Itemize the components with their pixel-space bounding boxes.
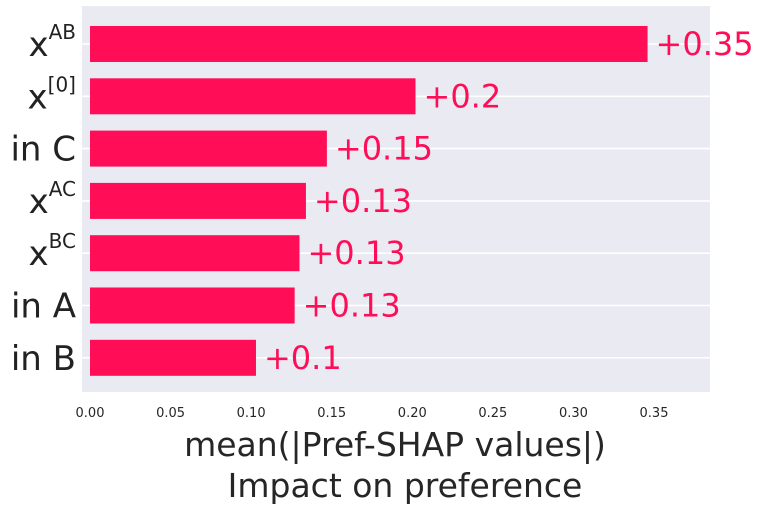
x-tick-label: 0.30 xyxy=(559,406,588,421)
x-axis-label-line2: Impact on preference xyxy=(228,466,583,505)
data-label: +0.13 xyxy=(303,287,401,325)
bar xyxy=(90,130,327,167)
data-labels: +0.35 +0.2 +0.15 +0.13 +0.13 +0.13 +0.1 xyxy=(264,25,754,377)
data-label: +0.2 xyxy=(424,77,502,115)
x-tick-label: 0.25 xyxy=(478,406,507,421)
x-tick-label: 0.15 xyxy=(317,406,346,421)
y-tick-label: x[0] xyxy=(28,72,76,117)
y-tick-label: xBC xyxy=(29,229,76,274)
data-label: +0.13 xyxy=(307,234,405,272)
x-tick-labels: 0.00 0.05 0.10 0.15 0.20 0.25 0.30 0.35 xyxy=(76,406,669,421)
x-tick-label: 0.00 xyxy=(76,406,105,421)
y-tick-labels: xAB x[0] in C xAC xBC in A in B xyxy=(10,20,76,379)
data-label: +0.15 xyxy=(335,130,433,168)
x-tick-label: 0.05 xyxy=(156,406,185,421)
data-label: +0.13 xyxy=(314,182,412,220)
y-tick-label: in B xyxy=(11,339,76,379)
bars xyxy=(90,26,648,376)
bar xyxy=(90,182,306,219)
y-tick-label: xAB xyxy=(28,20,76,65)
y-tick-label: xAC xyxy=(29,177,76,222)
bar xyxy=(90,78,416,115)
data-label: +0.1 xyxy=(264,339,342,377)
y-tick-label: in A xyxy=(11,287,76,327)
x-tick-label: 0.35 xyxy=(640,406,669,421)
x-tick-label: 0.20 xyxy=(398,406,427,421)
bar xyxy=(90,26,648,62)
x-axis-label-line1: mean(|Pref-SHAP values|) xyxy=(184,425,606,464)
bar xyxy=(90,339,256,376)
bar xyxy=(90,235,300,272)
bar xyxy=(90,287,295,324)
x-tick-label: 0.10 xyxy=(237,406,266,421)
y-tick-label: in C xyxy=(10,130,76,170)
data-label: +0.35 xyxy=(656,25,754,63)
